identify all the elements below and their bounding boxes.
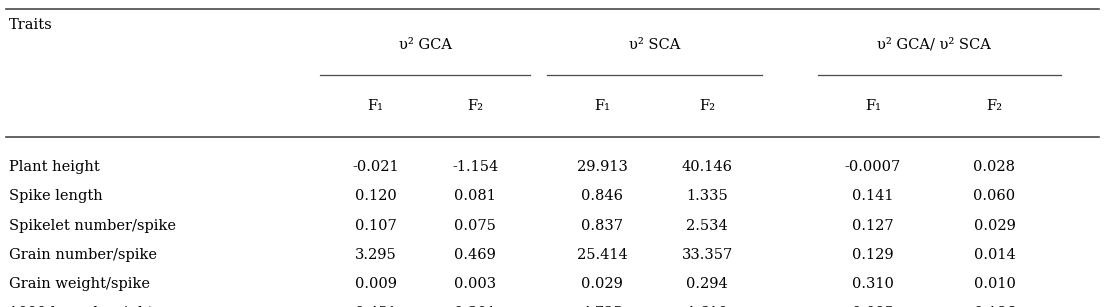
Text: -1.154: -1.154: [452, 160, 498, 174]
Text: Spike length: Spike length: [9, 189, 103, 204]
Text: Plant height: Plant height: [9, 160, 99, 174]
Text: 1.610: 1.610: [686, 306, 728, 307]
Text: 0.186: 0.186: [974, 306, 1015, 307]
Text: 0.095: 0.095: [852, 306, 894, 307]
Text: 0.014: 0.014: [974, 248, 1015, 262]
Text: Traits: Traits: [9, 18, 53, 32]
Text: Grain weight/spike: Grain weight/spike: [9, 277, 150, 291]
Text: 0.846: 0.846: [581, 189, 623, 204]
Text: υ² GCA/ υ² SCA: υ² GCA/ υ² SCA: [876, 37, 991, 52]
Text: υ² GCA: υ² GCA: [399, 37, 452, 52]
Text: 0.060: 0.060: [974, 189, 1015, 204]
Text: 0.029: 0.029: [974, 219, 1015, 233]
Text: F₁: F₁: [594, 99, 610, 113]
Text: 0.127: 0.127: [852, 219, 894, 233]
Text: F₂: F₂: [987, 99, 1002, 113]
Text: 0.120: 0.120: [355, 189, 397, 204]
Text: 0.010: 0.010: [974, 277, 1015, 291]
Text: F₂: F₂: [467, 99, 483, 113]
Text: 1000 kernel weight: 1000 kernel weight: [9, 306, 154, 307]
Text: Grain number/spike: Grain number/spike: [9, 248, 157, 262]
Text: F₂: F₂: [699, 99, 715, 113]
Text: 0.029: 0.029: [581, 277, 623, 291]
Text: 29.913: 29.913: [577, 160, 628, 174]
Text: 0.081: 0.081: [454, 189, 496, 204]
Text: 0.310: 0.310: [852, 277, 894, 291]
Text: 2.534: 2.534: [686, 219, 728, 233]
Text: 0.129: 0.129: [852, 248, 894, 262]
Text: 0.294: 0.294: [686, 277, 728, 291]
Text: 0.028: 0.028: [974, 160, 1015, 174]
Text: 0.075: 0.075: [454, 219, 496, 233]
Text: 0.107: 0.107: [355, 219, 397, 233]
Text: -0.0007: -0.0007: [845, 160, 901, 174]
Text: 3.295: 3.295: [355, 248, 397, 262]
Text: 0.301: 0.301: [454, 306, 496, 307]
Text: 0.837: 0.837: [581, 219, 623, 233]
Text: -0.021: -0.021: [352, 160, 399, 174]
Text: 40.146: 40.146: [682, 160, 733, 174]
Text: Spikelet number/spike: Spikelet number/spike: [9, 219, 176, 233]
Text: υ² SCA: υ² SCA: [629, 37, 681, 52]
Text: 4.725: 4.725: [581, 306, 623, 307]
Text: 33.357: 33.357: [682, 248, 733, 262]
Text: F₁: F₁: [865, 99, 881, 113]
Text: 25.414: 25.414: [577, 248, 628, 262]
Text: 0.141: 0.141: [852, 189, 894, 204]
Text: F₁: F₁: [368, 99, 383, 113]
Text: 0.469: 0.469: [454, 248, 496, 262]
Text: 0.451: 0.451: [355, 306, 397, 307]
Text: 0.009: 0.009: [355, 277, 397, 291]
Text: 1.335: 1.335: [686, 189, 728, 204]
Text: 0.003: 0.003: [454, 277, 496, 291]
